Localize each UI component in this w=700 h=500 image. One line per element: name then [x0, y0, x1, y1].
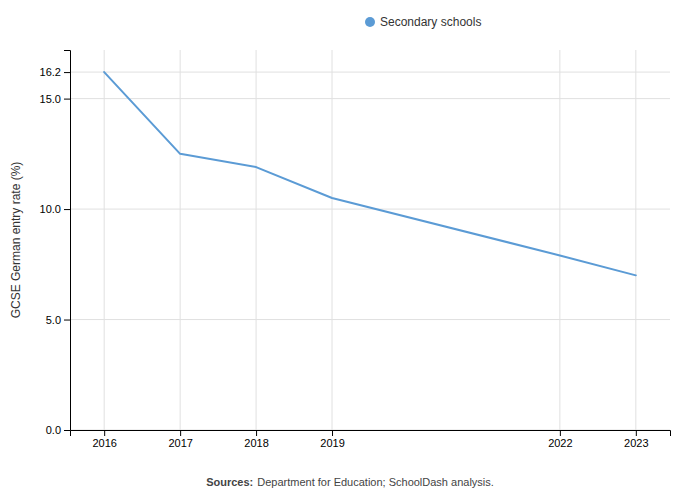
chart: 2016 2017 2018 2019 2022 2023 0.0 5.0 10.0 15.0 16…	[0, 0, 700, 500]
y-axis-title: GCSE German entry rate (%)	[9, 162, 23, 319]
legend-marker	[365, 17, 375, 27]
legend-item: Secondary schools	[365, 15, 481, 29]
marks	[104, 72, 636, 275]
line	[104, 72, 636, 275]
y-axis: 0.0 5.0 10.0 15.0 16.2	[40, 51, 71, 437]
grid-line	[332, 50, 333, 430]
tick-label: 10.0	[40, 203, 61, 215]
grid-line	[559, 50, 560, 430]
tick-label: 2022	[548, 437, 572, 449]
tick-mark	[104, 430, 105, 436]
tick: 2017	[168, 430, 192, 449]
tick: 2018	[244, 430, 268, 449]
tick-mark	[64, 320, 70, 321]
tick-label: 2023	[624, 437, 648, 449]
grid-line	[635, 50, 636, 430]
tick: 16.2	[40, 66, 70, 78]
tick-label: 2017	[168, 437, 192, 449]
legend-label: Secondary schools	[380, 15, 481, 29]
legend: Secondary schools	[365, 15, 481, 29]
tick-mark	[64, 72, 70, 73]
tick-label: 16.2	[40, 66, 61, 78]
grid-line	[104, 50, 105, 430]
x-axis: 2016 2017 2018 2019 2022 2023	[71, 430, 671, 449]
tick: 5.0	[46, 314, 70, 326]
tick: 2022	[548, 430, 572, 449]
plot: 2016 2017 2018 2019 2022 2023 0.0 5.0 10.0 15.0 16…	[40, 50, 671, 449]
tick: 2019	[320, 430, 344, 449]
tick-mark	[636, 430, 637, 436]
tick-label: 0.0	[46, 424, 61, 436]
tick-mark	[332, 430, 333, 436]
grid-line	[180, 50, 181, 430]
tick-mark	[256, 430, 257, 436]
tick-label: 2019	[320, 437, 344, 449]
grid-line	[70, 72, 670, 73]
tick-label: 2018	[244, 437, 268, 449]
tick: 10.0	[40, 203, 70, 215]
tick: 15.0	[40, 93, 70, 105]
grid-line	[70, 319, 670, 320]
annotation: Department for Education; SchoolDash ana…	[257, 476, 494, 488]
tick-mark	[64, 99, 70, 100]
tick: 2016	[92, 430, 116, 449]
grid-line	[256, 50, 257, 430]
tick-label: 2016	[92, 437, 116, 449]
annotation: Sources:	[206, 476, 253, 488]
tick-mark	[64, 209, 70, 210]
tick: 0.0	[46, 424, 70, 436]
tick-label: 5.0	[46, 314, 61, 326]
grid-line	[70, 98, 670, 99]
axis-line	[64, 51, 71, 431]
grid-line	[70, 209, 670, 210]
source: Sources: Department for Education; School…	[206, 476, 494, 488]
tick-mark	[180, 430, 181, 436]
tick: 2023	[624, 430, 648, 449]
axis-line	[71, 431, 671, 437]
tick-mark	[560, 430, 561, 436]
grid	[70, 50, 670, 430]
tick-mark	[64, 430, 70, 431]
tick-label: 15.0	[40, 93, 61, 105]
